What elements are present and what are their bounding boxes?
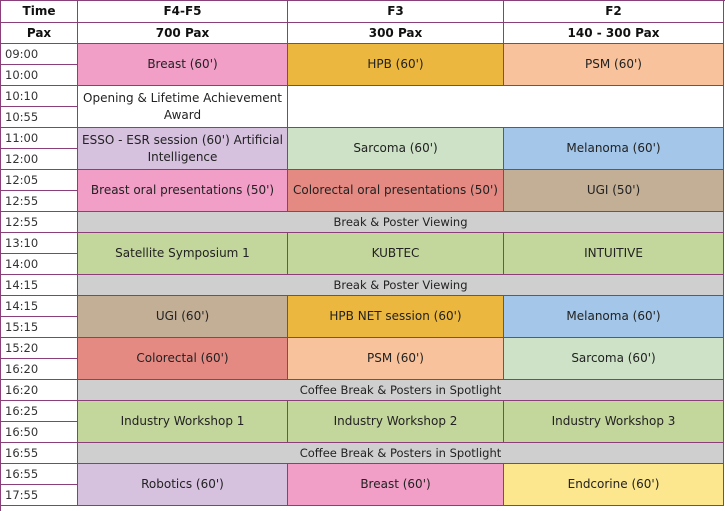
- time-cell: 10:10: [1, 86, 78, 107]
- time-cell: 13:10: [1, 233, 78, 254]
- time-cell: 16:55: [1, 443, 78, 464]
- capacity-f2: 140 - 300 Pax: [504, 23, 724, 44]
- session-sarcoma: Sarcoma (60'): [288, 128, 504, 170]
- session-kubtec: KUBTEC: [288, 233, 504, 275]
- session-ugi: UGI (60'): [78, 296, 288, 338]
- session-melanoma: Melanoma (60'): [504, 296, 724, 338]
- time-cell: 14:00: [1, 254, 78, 275]
- time-cell: 11:00: [1, 128, 78, 149]
- session-breast: Breast (60'): [78, 44, 288, 86]
- time-header: Time: [1, 1, 78, 23]
- session-psm: PSM (60'): [288, 338, 504, 380]
- break-row: Break & Poster Viewing: [78, 212, 724, 233]
- break-row: Coffee Break & Posters in Spotlight: [78, 380, 724, 401]
- session-esso-esr-ai: ESSO - ESR session (60') Artificial Inte…: [78, 128, 288, 170]
- session-industry-workshop-2: Industry Workshop 2: [288, 401, 504, 443]
- time-cell: 16:20: [1, 380, 78, 401]
- session-colorectal: Colorectal (60'): [78, 338, 288, 380]
- time-cell: 15:15: [1, 317, 78, 338]
- empty-cell: [288, 86, 724, 128]
- room-header-f2: F2: [504, 1, 724, 23]
- time-cell: 10:55: [1, 107, 78, 128]
- room-header-f4f5: F4-F5: [78, 1, 288, 23]
- session-ugi: UGI (50'): [504, 170, 724, 212]
- session-hpb-net: HPB NET session (60'): [288, 296, 504, 338]
- session-hpb: HPB (60'): [288, 44, 504, 86]
- break-row: Coffee Break & Posters in Spotlight: [78, 443, 724, 464]
- time-cell: 16:25: [1, 401, 78, 422]
- session-industry-workshop-3: Industry Workshop 3: [504, 401, 724, 443]
- time-cell: 12:55: [1, 212, 78, 233]
- time-cell: 16:55: [1, 464, 78, 485]
- session-colorectal-oral: Colorectal oral presentations (50'): [288, 170, 504, 212]
- time-cell: 14:15: [1, 296, 78, 317]
- session-intuitive: INTUITIVE: [504, 233, 724, 275]
- session-opening-award: Opening & Lifetime Achievement Award: [78, 86, 288, 128]
- time-cell: 12:05: [1, 170, 78, 191]
- session-psm: PSM (60'): [504, 44, 724, 86]
- time-cell: 16:20: [1, 359, 78, 380]
- time-cell: 09:00: [1, 44, 78, 65]
- room-header-f3: F3: [288, 1, 504, 23]
- capacity-f4f5: 700 Pax: [78, 23, 288, 44]
- session-robotics: Robotics (60'): [78, 464, 288, 506]
- capacity-f3: 300 Pax: [288, 23, 504, 44]
- session-endocrine: Endcorine (60'): [504, 464, 724, 506]
- session-satellite-symposium: Satellite Symposium 1: [78, 233, 288, 275]
- session-sarcoma: Sarcoma (60'): [504, 338, 724, 380]
- time-cell: 15:20: [1, 338, 78, 359]
- pax-header: Pax: [1, 23, 78, 44]
- session-melanoma: Melanoma (60'): [504, 128, 724, 170]
- time-cell: 12:55: [1, 191, 78, 212]
- time-cell: 14:15: [1, 275, 78, 296]
- time-cell: 17:55: [1, 485, 78, 506]
- session-breast-oral: Breast oral presentations (50'): [78, 170, 288, 212]
- session-breast: Breast (60'): [288, 464, 504, 506]
- session-industry-workshop-1: Industry Workshop 1: [78, 401, 288, 443]
- break-row: Break & Poster Viewing: [78, 275, 724, 296]
- time-cell: 10:00: [1, 65, 78, 86]
- time-cell: 16:50: [1, 422, 78, 443]
- time-cell: 12:00: [1, 149, 78, 170]
